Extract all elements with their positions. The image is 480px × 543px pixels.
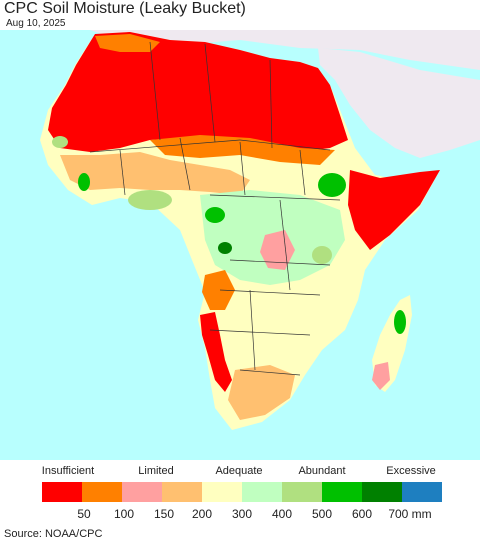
legend-swatch-3 [122,482,162,502]
senegal-wet-area [52,136,68,148]
legend-category-insufficient: Insufficient [41,465,95,477]
legend-category-excessive: Excessive [386,465,436,477]
gabon-wet-area [218,242,232,254]
legend-tick-50: 50 [77,507,91,521]
ethiopia-wet-area [318,173,346,197]
moisture-legend: Insufficient Limited Adequate Abundant E… [0,460,480,522]
country-borders [89,41,341,376]
europe-landmass [90,30,480,70]
nigeria-wet-area [128,190,172,210]
west-africa-wet-area [78,173,90,191]
lake-victoria-area [312,246,332,264]
angola-orange-zone [202,270,235,310]
madagascar-wet-area [394,310,406,334]
legend-tick-700mm: 700 mm [388,507,432,521]
legend-swatch-6 [242,482,282,502]
sahara-dry-zone [48,32,348,152]
legend-swatch-5 [202,482,242,502]
legend-swatch-7 [282,482,322,502]
africa-map-svg [0,30,480,460]
soil-moisture-map [0,30,480,460]
legend-tick-500: 500 [311,507,333,521]
cameroon-wet-area [205,207,225,223]
legend-swatch-2 [82,482,122,502]
horn-dry-zone [348,170,440,250]
legend-category-adequate: Adequate [215,465,263,477]
legend-swatch-1 [42,482,82,502]
map-date: Aug 10, 2025 [6,18,66,29]
legend-swatch-9 [362,482,402,502]
legend-category-limited: Limited [138,465,174,477]
namibia-dry-zone [200,312,232,392]
legend-tick-150: 150 [153,507,175,521]
map-title: CPC Soil Moisture (Leaky Bucket) [4,0,246,17]
legend-tick-600: 600 [351,507,373,521]
legend-tick-100: 100 [113,507,135,521]
legend-tick-200: 200 [191,507,213,521]
north-coast-orange [95,34,160,52]
legend-swatch-8 [322,482,362,502]
west-savanna-tan [60,152,250,195]
madagascar-pink-zone [372,362,390,390]
arabia-landmass [318,48,480,158]
south-africa-tan-zone [228,365,295,420]
drc-pink-zone [260,230,295,270]
legend-swatch-4 [162,482,202,502]
legend-category-abundant: Abundant [298,465,346,477]
legend-tick-300: 300 [231,507,253,521]
legend-tick-400: 400 [271,507,293,521]
legend-swatch-10 [402,482,442,502]
source-credit: Source: NOAA/CPC [4,528,103,540]
sahel-orange-band [150,135,335,165]
